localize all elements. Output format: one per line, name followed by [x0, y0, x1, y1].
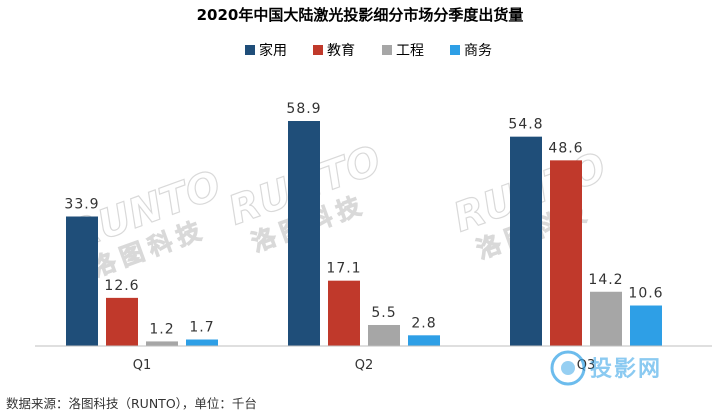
bars-layer	[66, 121, 662, 346]
bar-q1-series-1	[66, 216, 98, 346]
legend-swatch-2	[313, 45, 323, 55]
chart-title: 2020年中国大陆激光投影细分市场分季度出货量	[197, 6, 524, 24]
bar-q3-series-1	[510, 136, 542, 346]
logo-dot-icon	[561, 361, 575, 375]
bar-q1-series-2	[106, 297, 138, 346]
x-tick-q1: Q1	[133, 358, 152, 373]
bar-q1-series-4	[186, 339, 218, 346]
legend-label-4: 商务	[464, 43, 492, 59]
legend-swatch-3	[382, 45, 392, 55]
data-label-q1-series-3: 1.2	[149, 321, 174, 337]
data-label-q2-series-2: 17.1	[326, 261, 361, 277]
data-label-q2-series-1: 58.9	[286, 101, 321, 117]
data-label-q3-series-2: 48.6	[548, 140, 583, 156]
bar-q2-series-1	[288, 121, 320, 346]
bar-q2-series-2	[328, 280, 360, 346]
logo-ring-icon	[550, 350, 586, 386]
data-label-q2-series-4: 2.8	[411, 315, 436, 331]
data-label-q1-series-4: 1.7	[189, 320, 214, 336]
bar-q3-series-3	[590, 291, 622, 346]
corner-logo: 投影网	[550, 350, 662, 386]
logo-text: 投影网	[590, 357, 662, 382]
data-label-q3-series-3: 14.2	[588, 272, 623, 288]
data-label-q2-series-3: 5.5	[371, 305, 396, 321]
legend-label-1: 家用	[259, 42, 287, 59]
x-tick-q2: Q2	[355, 358, 374, 373]
legend: 家用 教育 工程 商务	[245, 42, 492, 59]
bar-q1-series-3	[146, 341, 178, 346]
legend-swatch-1	[245, 45, 255, 55]
data-label-q3-series-1: 54.8	[508, 117, 543, 133]
bar-q3-series-4	[630, 305, 662, 346]
data-label-q1-series-1: 33.9	[64, 197, 99, 213]
bar-q3-series-2	[550, 160, 582, 346]
legend-swatch-4	[450, 45, 460, 55]
x-tick-labels: Q1 Q2 Q3	[133, 358, 596, 373]
data-label-q1-series-2: 12.6	[104, 278, 139, 294]
legend-label-2: 教育	[327, 43, 355, 59]
source-note: 数据来源：洛图科技（RUNTO），单位：千台	[6, 396, 257, 411]
data-label-q3-series-4: 10.6	[628, 286, 663, 302]
bar-q2-series-4	[408, 335, 440, 346]
legend-label-3: 工程	[396, 43, 424, 59]
value-labels-layer: 33.9 12.6 1.2 1.7 58.9 17.1 5.5 2.8 54.8 48.6 14.2…	[64, 101, 663, 337]
bar-q2-series-3	[368, 324, 400, 346]
